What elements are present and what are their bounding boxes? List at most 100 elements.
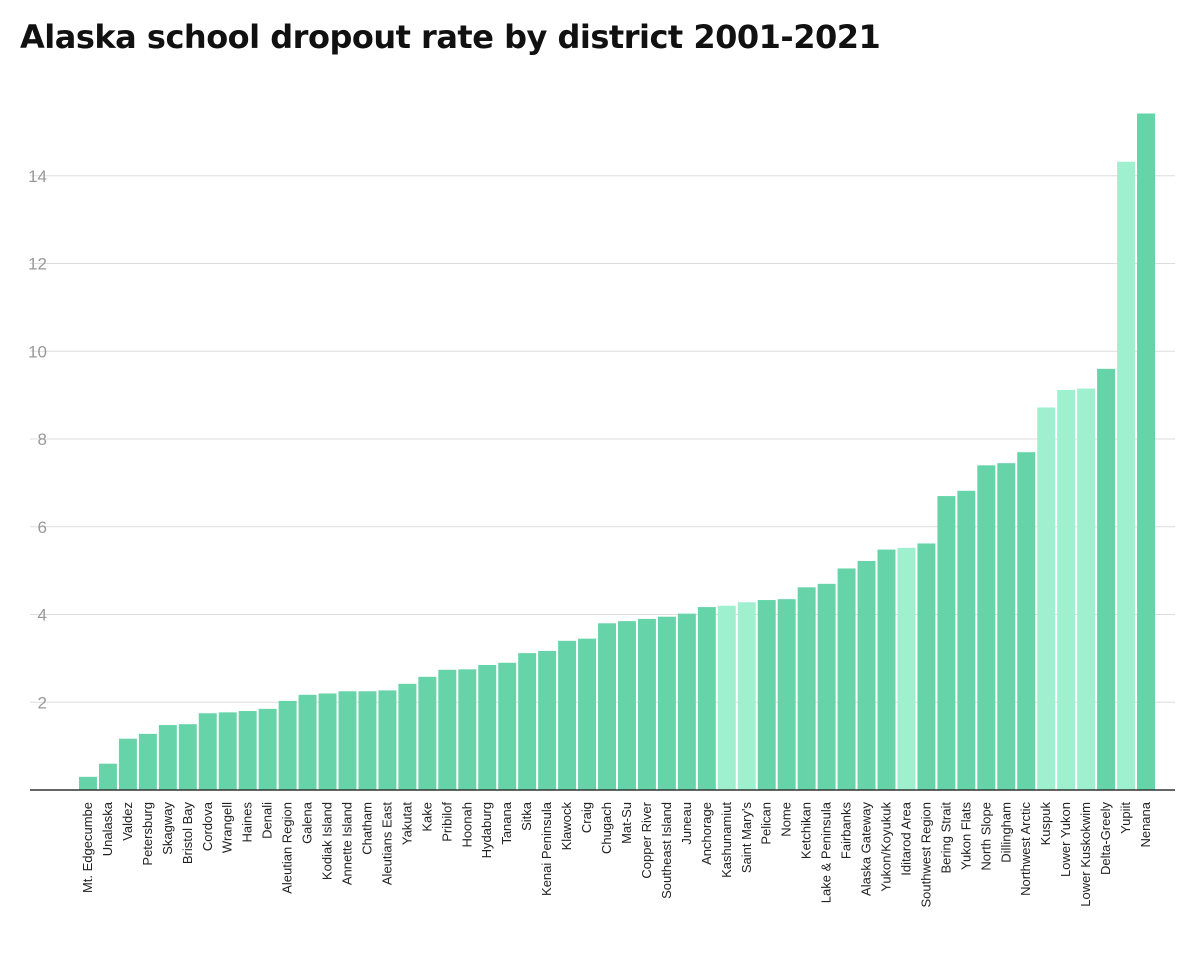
x-category-label: Aleutian Region <box>280 802 295 894</box>
x-category-label: Craig <box>579 802 594 833</box>
bar <box>1077 388 1096 790</box>
x-category-label: Aleutians East <box>379 802 394 885</box>
x-category-label: Fairbanks <box>839 802 854 860</box>
bar <box>378 690 397 790</box>
bar <box>258 708 277 790</box>
x-category-label: Mt. Edgecumbe <box>80 802 95 893</box>
bar <box>458 669 477 790</box>
bar <box>757 600 776 790</box>
bar <box>957 490 976 790</box>
x-axis-category-labels: Mt. Edgecumbe Unalaska Valdez Petersburg Ska… <box>80 801 1153 907</box>
bar <box>318 693 337 790</box>
bar <box>717 605 736 790</box>
x-category-label: Yupiit <box>1118 802 1133 834</box>
x-category-label: Hoonah <box>459 802 474 848</box>
bar <box>79 776 97 790</box>
bar <box>637 618 656 790</box>
x-category-label: Bristol Bay <box>180 802 195 865</box>
x-category-label: Yukon Flats <box>958 802 973 870</box>
bar <box>657 616 676 790</box>
bar <box>398 683 417 790</box>
x-category-label: Hydaburg <box>479 802 494 858</box>
x-category-label: Petersburg <box>140 802 155 866</box>
bar <box>158 725 177 790</box>
x-category-label: Lower Yukon <box>1058 802 1073 877</box>
x-category-label: Dillingham <box>998 802 1013 863</box>
x-category-label: Tanana <box>499 801 514 844</box>
x-category-label: Anchorage <box>699 802 714 865</box>
x-category-label: Valdez <box>120 802 135 841</box>
x-category-label: Skagway <box>160 802 175 855</box>
bar <box>558 640 577 790</box>
gridlines <box>30 175 1175 703</box>
x-category-label: Kodiak Island <box>320 802 335 880</box>
bar <box>977 465 996 790</box>
x-category-label: Pelican <box>759 802 774 845</box>
bar <box>618 621 636 790</box>
x-category-label: Lower Kuskokwim <box>1078 802 1093 907</box>
bar <box>118 738 137 790</box>
x-category-label: Northwest Arctic <box>1018 802 1033 896</box>
bar <box>178 724 197 790</box>
bar <box>1117 161 1136 790</box>
bar <box>1017 452 1036 790</box>
bar <box>897 547 916 790</box>
bar <box>997 463 1016 790</box>
bar <box>578 638 597 790</box>
x-category-label: Cordova <box>200 801 215 851</box>
bar <box>278 700 297 790</box>
x-category-label: Pribilof <box>439 802 454 842</box>
bars <box>79 113 1155 790</box>
x-category-label: Delta-Greely <box>1098 802 1113 875</box>
bar <box>937 496 956 790</box>
x-category-label: Nenana <box>1138 801 1153 847</box>
x-category-label: Saint Mary's <box>739 802 754 874</box>
bar <box>877 549 896 790</box>
x-category-label: Yukon/Koyukuk <box>879 802 894 892</box>
bar <box>598 623 616 790</box>
bar <box>697 607 716 790</box>
bar <box>218 712 237 790</box>
x-category-label: Yakutat <box>399 802 414 846</box>
x-category-label: Lake & Peninsula <box>819 801 834 903</box>
bar <box>478 664 497 790</box>
y-tick-label: 4 <box>38 606 47 625</box>
x-category-label: Chugach <box>599 802 614 854</box>
y-tick-label: 12 <box>28 255 47 274</box>
bar <box>777 599 796 790</box>
bar <box>518 653 537 790</box>
x-category-label: Alaska Gateway <box>859 802 874 896</box>
bar <box>917 543 936 790</box>
bar <box>817 583 836 790</box>
bar <box>677 613 696 790</box>
bar <box>98 763 117 790</box>
x-category-label: Kashunamiut <box>719 802 734 878</box>
y-tick-label: 2 <box>38 693 47 712</box>
x-category-label: Annette Island <box>340 802 355 885</box>
bar <box>837 568 856 790</box>
x-category-label: Denali <box>260 802 275 839</box>
bar <box>358 691 377 790</box>
x-category-label: Klawock <box>559 802 574 851</box>
bar <box>198 713 217 790</box>
x-category-label: Ketchikan <box>799 802 814 859</box>
bar <box>338 691 357 790</box>
bar <box>138 733 157 790</box>
bar <box>737 602 756 790</box>
y-tick-label: 10 <box>28 342 47 361</box>
bar <box>1037 407 1056 790</box>
bar <box>418 676 437 790</box>
bar <box>797 587 816 790</box>
bar <box>438 669 457 790</box>
bar <box>1097 368 1116 790</box>
x-category-label: Mat-Su <box>619 802 634 844</box>
bar <box>1137 113 1155 790</box>
x-category-label: Bering Strait <box>938 802 953 874</box>
x-category-label: Copper River <box>639 801 654 878</box>
chart-title: Alaska school dropout rate by district 2… <box>20 18 881 56</box>
x-category-label: Juneau <box>679 802 694 845</box>
bar <box>1057 389 1076 790</box>
y-axis-tick-labels: 2 4 6 8 10 12 14 <box>28 167 47 712</box>
x-category-label: Haines <box>240 802 255 843</box>
